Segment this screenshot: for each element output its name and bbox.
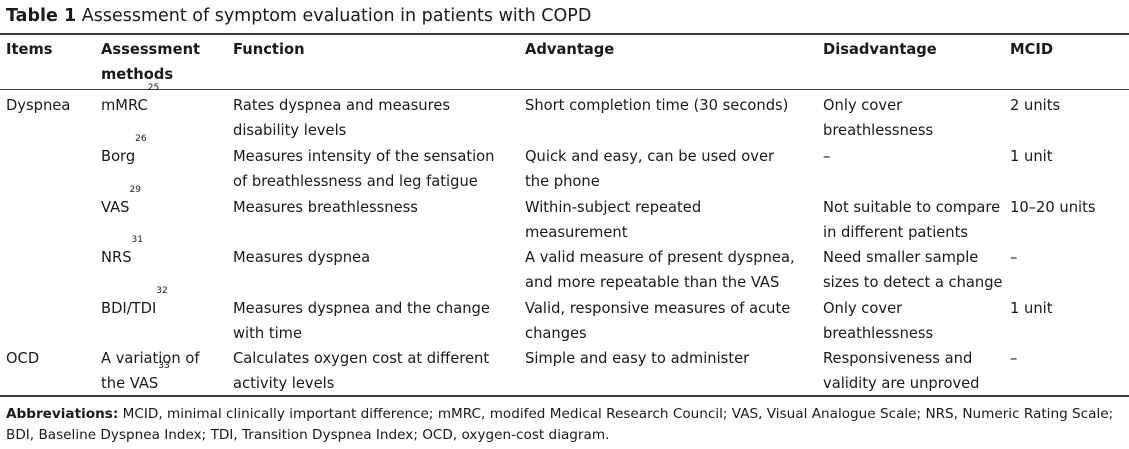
disadvantage-line: Responsiveness and <box>823 350 973 367</box>
cell-disadvantage: Responsiveness and validity are unproved <box>823 346 980 396</box>
cell-disadvantage: Only cover breathlessness <box>823 93 933 143</box>
table-caption: Table 1 Assessment of symptom evaluation… <box>6 4 591 28</box>
function-line: disability levels <box>233 122 347 139</box>
function-line: Measures dyspnea <box>233 249 371 266</box>
cell-function: Calculates oxygen cost at different activ… <box>233 346 489 396</box>
ref-number: 26 <box>135 134 147 144</box>
disadvantage-line: sizes to detect a change <box>823 274 1003 291</box>
function-line: with time <box>233 325 303 342</box>
cell-method: mMRC 25 <box>101 84 159 118</box>
cell-advantage: Valid, responsive measures of acute chang… <box>525 296 790 346</box>
function-line: Calculates oxygen cost at different <box>233 350 490 367</box>
cell-advantage: Quick and easy, can be used over the phon… <box>525 144 774 194</box>
header-advantage: Advantage <box>525 41 615 58</box>
ref-number: 32 <box>156 286 168 296</box>
cell-function: Rates dyspnea and measures disability lev… <box>233 93 450 143</box>
function-line: Measures intensity of the sensation <box>233 148 495 165</box>
cell-method: Borg 26 <box>101 135 147 169</box>
advantage-line: Within-subject repeated <box>525 199 702 216</box>
header-methods: Assessment methods <box>101 37 200 87</box>
advantage-line: changes <box>525 325 587 342</box>
method-name: mMRC <box>101 97 148 114</box>
header-items: Items <box>6 41 53 58</box>
header-mcid: MCID <box>1010 41 1054 58</box>
disadvantage-line: – <box>823 148 831 165</box>
method-name: BDI/TDI <box>101 300 157 317</box>
advantage-line: Valid, responsive measures of acute <box>525 300 791 317</box>
cell-function: Measures dyspnea and the change with time <box>233 296 490 346</box>
cell-function: Measures dyspnea <box>233 245 370 270</box>
cell-disadvantage: Not suitable to compare in different pati… <box>823 195 1000 245</box>
disadvantage-line: breathlessness <box>823 122 934 139</box>
method-name: A variation of <box>101 350 200 367</box>
cell-mcid: 1 unit <box>1010 148 1053 165</box>
disadvantage-line: Only cover <box>823 97 903 114</box>
function-line: Measures breathlessness <box>233 199 418 216</box>
header-methods-line1: Assessment <box>101 41 201 58</box>
advantage-line: Short completion time (30 seconds) <box>525 97 789 114</box>
advantage-line: A valid measure of present dyspnea, <box>525 249 795 266</box>
cell-method: NRS 31 <box>101 236 143 270</box>
cell-method: VAS 29 <box>101 186 141 220</box>
ref-number: 33 <box>158 361 170 371</box>
cell-function: Measures intensity of the sensation of br… <box>233 144 494 194</box>
header-function: Function <box>233 41 305 58</box>
header-rule <box>0 89 1129 90</box>
disadvantage-line: breathlessness <box>823 325 934 342</box>
footnote-text: MCID, minimal clinically important diffe… <box>6 406 1114 443</box>
disadvantage-line: Need smaller sample <box>823 249 979 266</box>
cell-mcid: 2 units <box>1010 97 1061 114</box>
cell-disadvantage: Need smaller sample sizes to detect a cha… <box>823 245 1003 295</box>
cell-mcid: 10–20 units <box>1010 199 1096 216</box>
cell-mcid: – <box>1010 350 1018 367</box>
method-name: NRS <box>101 249 132 266</box>
cell-advantage: A valid measure of present dyspnea, and m… <box>525 245 795 295</box>
advantage-line: the phone <box>525 173 600 190</box>
method-name-line2: the VAS <box>101 375 159 392</box>
cell-advantage: Short completion time (30 seconds) <box>525 93 788 118</box>
ref-number: 25 <box>147 83 160 93</box>
cell-mcid: 1 unit <box>1010 300 1053 317</box>
table-footnote: Abbreviations: MCID, minimal clinically … <box>6 404 1126 446</box>
disadvantage-line: Only cover <box>823 300 903 317</box>
function-line: Measures dyspnea and the change <box>233 300 490 317</box>
cell-method: BDI/TDI 32 <box>101 287 168 321</box>
function-line: Rates dyspnea and measures <box>233 97 451 114</box>
cell-advantage: Simple and easy to administer <box>525 346 749 371</box>
bottom-rule <box>0 395 1129 397</box>
table-title: Assessment of symptom evaluation in pati… <box>81 6 592 26</box>
cell-advantage: Within-subject repeated measurement <box>525 195 701 245</box>
method-name: VAS <box>101 199 130 216</box>
cell-item: OCD <box>6 350 40 367</box>
ref-number: 29 <box>129 185 141 195</box>
advantage-line: Simple and easy to administer <box>525 350 750 367</box>
advantage-line: Quick and easy, can be used over <box>525 148 775 165</box>
ref-number: 31 <box>131 235 143 245</box>
top-rule <box>0 33 1129 35</box>
cell-disadvantage: Only cover breathlessness <box>823 296 933 346</box>
advantage-line: measurement <box>525 224 628 241</box>
disadvantage-line: Not suitable to compare <box>823 199 1001 216</box>
method-name: Borg <box>101 148 136 165</box>
table-number: Table 1 <box>6 6 77 26</box>
cell-method: A variation of the VAS 33 <box>101 346 200 396</box>
disadvantage-line: validity are unproved <box>823 375 980 392</box>
function-line: activity levels <box>233 375 335 392</box>
function-line: of breathlessness and leg fatigue <box>233 173 478 190</box>
footnote-label: Abbreviations: <box>6 406 119 422</box>
header-disadvantage: Disadvantage <box>823 41 937 58</box>
header-methods-line2: methods <box>101 66 174 83</box>
cell-item: Dyspnea <box>6 97 71 114</box>
cell-disadvantage: – <box>823 144 830 169</box>
disadvantage-line: in different patients <box>823 224 969 241</box>
advantage-line: and more repeatable than the VAS <box>525 274 780 291</box>
cell-function: Measures breathlessness <box>233 195 418 220</box>
cell-mcid: – <box>1010 249 1018 266</box>
